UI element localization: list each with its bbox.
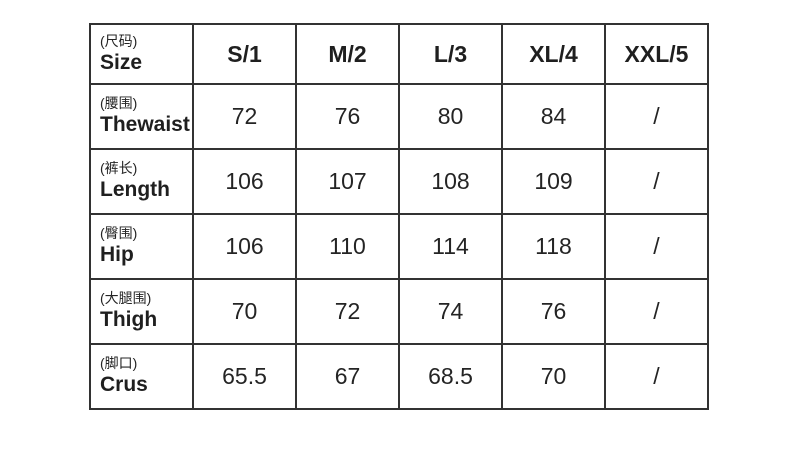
row-label-en: Thewaist	[100, 113, 190, 136]
column-header-xxl5: XXL/5	[604, 23, 709, 85]
cell-value: 106	[192, 213, 297, 280]
cell-value: 68.5	[398, 343, 503, 410]
row-label-crus: (脚口) Crus	[89, 343, 194, 410]
cell-value: /	[604, 148, 709, 215]
row-label-en: Crus	[100, 373, 148, 396]
row-label-thigh: (大腿围) Thigh	[89, 278, 194, 345]
cell-value: 72	[192, 83, 297, 150]
cell-value: /	[604, 83, 709, 150]
cell-value: 109	[501, 148, 606, 215]
header-size-cell: (尺码) Size	[89, 23, 194, 85]
cell-value: 106	[192, 148, 297, 215]
cell-value: 108	[398, 148, 503, 215]
cell-value: /	[604, 343, 709, 410]
cell-value: 74	[398, 278, 503, 345]
table-header-row: (尺码) Size S/1 M/2 L/3 XL/4 XXL/5	[89, 23, 709, 85]
cell-value: 84	[501, 83, 606, 150]
row-label-cn: (裤长)	[100, 160, 138, 176]
cell-value: /	[604, 278, 709, 345]
cell-value: 67	[295, 343, 400, 410]
cell-value: 114	[398, 213, 503, 280]
row-label-hip: (臀围) Hip	[89, 213, 194, 280]
column-header-l3: L/3	[398, 23, 503, 85]
cell-value: 72	[295, 278, 400, 345]
row-label-cn: (腰围)	[100, 95, 138, 111]
cell-value: 70	[501, 343, 606, 410]
table-row-hip: (臀围) Hip 106 110 114 118 /	[89, 213, 709, 280]
row-label-en: Length	[100, 178, 170, 201]
column-header-xl4: XL/4	[501, 23, 606, 85]
cell-value: 76	[295, 83, 400, 150]
cell-value: 118	[501, 213, 606, 280]
row-label-en: Thigh	[100, 308, 158, 331]
size-chart-table: (尺码) Size S/1 M/2 L/3 XL/4 XXL/5 (腰围) Th…	[89, 23, 709, 410]
table-row-thigh: (大腿围) Thigh 70 72 74 76 /	[89, 278, 709, 345]
cell-value: 65.5	[192, 343, 297, 410]
column-header-m2: M/2	[295, 23, 400, 85]
cell-value: /	[604, 213, 709, 280]
size-label-cn: (尺码)	[100, 32, 138, 49]
cell-value: 110	[295, 213, 400, 280]
table-row-length: (裤长) Length 106 107 108 109 /	[89, 148, 709, 215]
table-row-thewaist: (腰围) Thewaist 72 76 80 84 /	[89, 83, 709, 150]
column-header-s1: S/1	[192, 23, 297, 85]
cell-value: 80	[398, 83, 503, 150]
row-label-thewaist: (腰围) Thewaist	[89, 83, 194, 150]
row-label-cn: (臀围)	[100, 225, 138, 241]
row-label-length: (裤长) Length	[89, 148, 194, 215]
cell-value: 76	[501, 278, 606, 345]
row-label-cn: (大腿围)	[100, 290, 152, 306]
cell-value: 70	[192, 278, 297, 345]
size-label-en: Size	[100, 50, 143, 74]
row-label-cn: (脚口)	[100, 355, 138, 371]
cell-value: 107	[295, 148, 400, 215]
table-row-crus: (脚口) Crus 65.5 67 68.5 70 /	[89, 343, 709, 410]
row-label-en: Hip	[100, 243, 134, 266]
